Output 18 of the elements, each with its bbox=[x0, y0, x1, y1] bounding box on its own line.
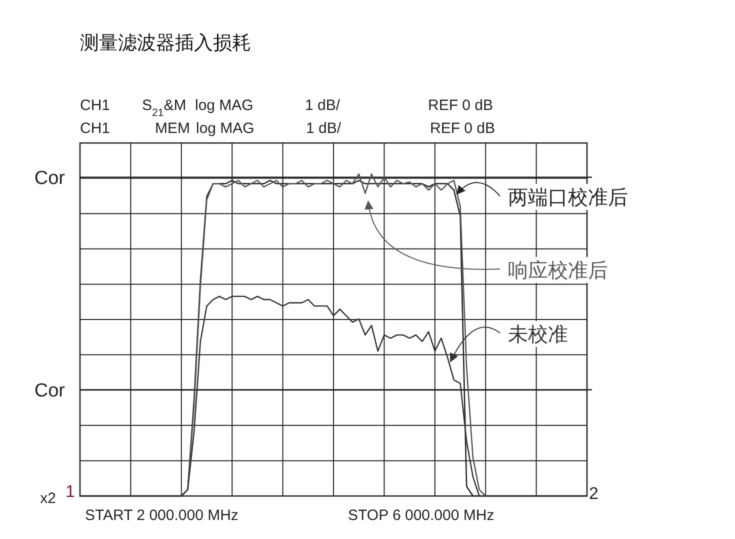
text: log MAG bbox=[196, 120, 254, 137]
text: 1 bbox=[66, 482, 75, 501]
text: log MAG bbox=[195, 97, 254, 114]
text: CH1 bbox=[80, 120, 110, 137]
text: 1 dB/ bbox=[305, 97, 341, 114]
text: x2 bbox=[40, 490, 56, 507]
text: 1 dB/ bbox=[306, 120, 342, 137]
text: REF 0 dB bbox=[428, 97, 494, 114]
text: CH1 bbox=[80, 97, 110, 114]
text: REF 0 dB bbox=[430, 120, 496, 137]
text: START 2 000.000 MHz bbox=[85, 507, 238, 524]
chart-title: 测量滤波器插入损耗 bbox=[80, 33, 251, 54]
text: S$_{21}$&M bbox=[142, 97, 186, 119]
text: STOP 6 000.000 MHz bbox=[348, 507, 494, 524]
ref-line-label: Cor bbox=[34, 168, 66, 190]
text: MEM bbox=[155, 120, 190, 137]
ref-line-label: Cor bbox=[34, 380, 66, 402]
text: 2 bbox=[589, 484, 598, 503]
